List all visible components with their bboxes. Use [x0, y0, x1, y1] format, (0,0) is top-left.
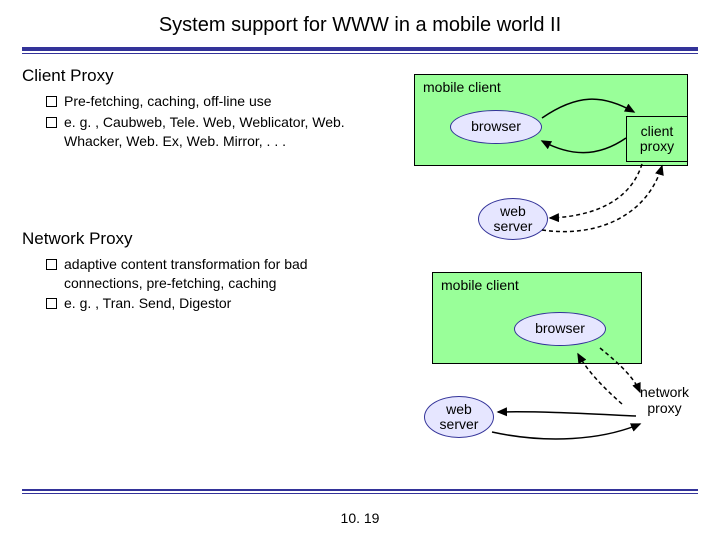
browser-label-top: browser: [471, 119, 521, 134]
client-proxy-box: client proxy: [626, 116, 688, 162]
bottom-rule: [22, 489, 698, 494]
client-proxy-label: client proxy: [640, 124, 674, 155]
list-item: Pre-fetching, caching, off-line use: [46, 92, 346, 111]
web-server-label-top: web server: [494, 204, 533, 235]
web-server-label-bottom: web server: [440, 402, 479, 433]
browser-label-bottom: browser: [535, 321, 585, 336]
page-title: System support for WWW in a mobile world…: [0, 0, 720, 47]
list-item: adaptive content transformation for bad …: [46, 255, 346, 293]
network-proxy-label: network proxy: [640, 384, 689, 416]
network-proxy-bullets: adaptive content transformation for bad …: [46, 255, 346, 314]
list-item: e. g. , Tran. Send, Digestor: [46, 294, 346, 313]
web-server-ellipse-bottom: web server: [424, 396, 494, 438]
browser-ellipse-top: browser: [450, 110, 542, 144]
mobile-client-label-bottom: mobile client: [441, 277, 519, 293]
list-item: e. g. , Caubweb, Tele. Web, Weblicator, …: [46, 113, 346, 151]
web-server-ellipse-top: web server: [478, 198, 548, 240]
content-area: Client Proxy Pre-fetching, caching, off-…: [22, 66, 698, 496]
top-rule: [22, 47, 698, 54]
network-proxy-heading: Network Proxy: [22, 229, 698, 249]
mobile-client-label-top: mobile client: [423, 79, 501, 95]
client-proxy-bullets: Pre-fetching, caching, off-line use e. g…: [46, 92, 346, 151]
slide-number: 10. 19: [0, 510, 720, 526]
browser-ellipse-bottom: browser: [514, 312, 606, 346]
